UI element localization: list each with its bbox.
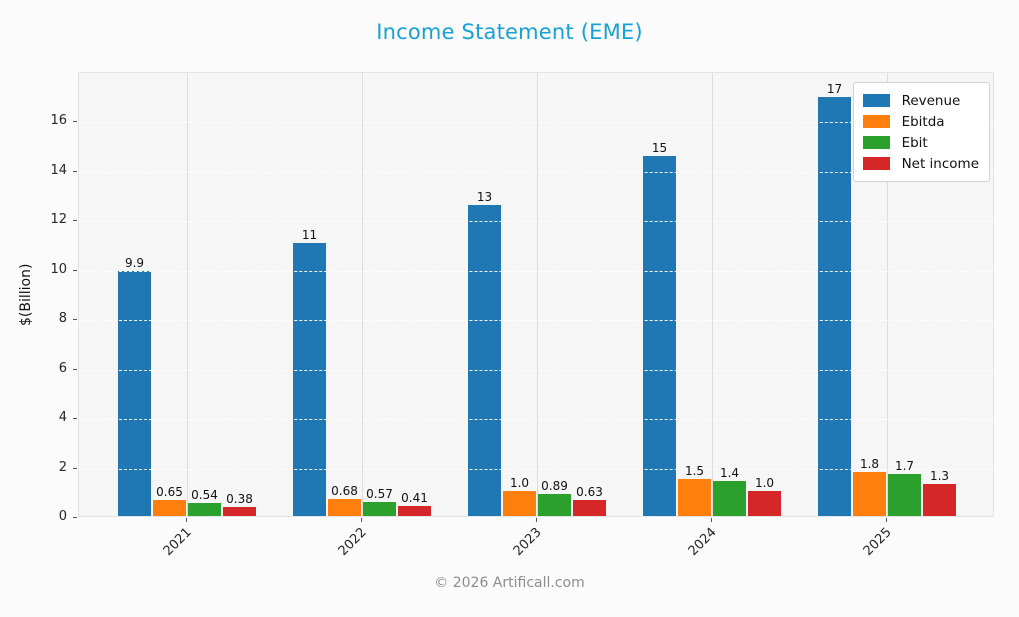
value-label-ebitda-2023: 1.0 <box>509 476 530 491</box>
legend-item-ebit: Ebit <box>862 132 979 153</box>
value-label-ebit-2021: 0.54 <box>191 487 218 502</box>
x-tick-label-text-2021: 2021 <box>160 525 195 560</box>
horizontal-gridline-14 <box>79 171 993 173</box>
value-label-revenue-2022: 11 <box>301 227 318 242</box>
value-label-ebitda-2021: 0.65 <box>156 484 183 499</box>
bar-revenue-2024 <box>643 156 676 516</box>
y-tick-mark-14 <box>73 170 77 172</box>
y-tick-mark-4 <box>73 418 77 420</box>
horizontal-gridline-4 <box>79 419 993 421</box>
horizontal-gridline-2 <box>79 468 993 470</box>
vertical-gridline-2023 <box>537 73 538 516</box>
x-tick-mark-2023 <box>536 518 537 522</box>
y-tick-label-6: 6 <box>58 360 67 376</box>
legend: Revenue Ebitda Ebit Net income <box>852 82 990 182</box>
bar-ebitda-2025 <box>853 471 886 516</box>
vertical-gridline-2022 <box>362 73 363 516</box>
footer-text: © 2026 Artificall.com <box>434 575 585 591</box>
x-tick-label-text-2023: 2023 <box>510 525 545 560</box>
value-label-net-income-2023: 0.63 <box>576 485 603 500</box>
y-tick-mark-2 <box>73 467 77 469</box>
value-label-ebitda-2025: 1.8 <box>859 456 880 471</box>
vertical-gridline-2021 <box>187 73 188 516</box>
y-axis-label: $(Billion) <box>18 263 34 326</box>
legend-label-ebitda: Ebitda <box>901 113 945 130</box>
legend-swatch-ebit <box>862 136 890 149</box>
horizontal-gridline-6 <box>79 369 993 371</box>
y-tick-label-8: 8 <box>58 311 67 327</box>
legend-label-ebit: Ebit <box>901 134 928 151</box>
vertical-gridline-2024 <box>712 73 713 516</box>
value-label-ebit-2023: 0.89 <box>541 478 568 493</box>
x-tick-label-text-2024: 2024 <box>685 525 720 560</box>
bar-ebitda-2022 <box>328 499 361 516</box>
bar-revenue-2021 <box>118 271 151 516</box>
vertical-gridline-2025 <box>887 73 888 516</box>
horizontal-gridline-16 <box>79 122 993 124</box>
bar-net-income-2023 <box>573 500 606 516</box>
legend-swatch-net-income <box>862 157 890 170</box>
value-label-ebit-2022: 0.57 <box>366 486 393 501</box>
value-label-revenue-2024: 15 <box>651 141 668 156</box>
bar-ebitda-2024 <box>678 478 711 516</box>
value-label-ebit-2024: 1.4 <box>719 466 740 481</box>
plot-area: 9.9 11 13 15 17 0.65 0.68 1.0 1.5 1.8 0.54 0.57 0.89… <box>78 72 994 517</box>
value-label-ebitda-2024: 1.5 <box>684 463 705 478</box>
bar-revenue-2022 <box>293 242 326 516</box>
y-tick-label-10: 10 <box>50 261 67 277</box>
bar-net-income-2022 <box>398 505 431 516</box>
bar-ebit-2023 <box>538 494 571 516</box>
y-tick-mark-16 <box>73 121 77 123</box>
y-tick-label-14: 14 <box>50 162 67 178</box>
bar-ebit-2021 <box>188 502 221 516</box>
bar-ebit-2024 <box>713 481 746 516</box>
bar-ebitda-2021 <box>153 499 186 516</box>
bar-ebit-2022 <box>363 501 396 516</box>
chart-title: Income Statement (EME) <box>376 20 643 44</box>
value-label-net-income-2021: 0.38 <box>226 491 253 506</box>
y-tick-label-2: 2 <box>58 459 67 475</box>
horizontal-gridline-12 <box>79 221 993 223</box>
horizontal-gridline-10 <box>79 270 993 272</box>
x-tick-mark-2024 <box>711 518 712 522</box>
x-tick-mark-2021 <box>186 518 187 522</box>
bar-ebit-2025 <box>888 473 921 516</box>
bar-revenue-2023 <box>468 204 501 516</box>
value-label-revenue-2023: 13 <box>476 189 493 204</box>
y-tick-mark-6 <box>73 368 77 370</box>
legend-label-revenue: Revenue <box>901 92 961 109</box>
value-label-net-income-2024: 1.0 <box>754 476 775 491</box>
bar-net-income-2021 <box>223 506 256 516</box>
value-label-ebit-2025: 1.7 <box>894 458 915 473</box>
x-tick-label-text-2022: 2022 <box>335 525 370 560</box>
y-tick-mark-0 <box>73 517 77 518</box>
legend-swatch-revenue <box>862 94 890 107</box>
value-label-net-income-2022: 0.41 <box>401 490 428 505</box>
legend-item-ebitda: Ebitda <box>862 111 979 132</box>
value-label-revenue-2025: 17 <box>826 81 843 96</box>
y-tick-mark-10 <box>73 269 77 271</box>
legend-swatch-ebitda <box>862 115 890 128</box>
x-tick-mark-2022 <box>361 518 362 522</box>
y-tick-label-16: 16 <box>50 113 67 129</box>
bar-ebitda-2023 <box>503 491 536 516</box>
y-tick-mark-8 <box>73 319 77 321</box>
value-label-ebitda-2022: 0.68 <box>331 484 358 499</box>
value-label-revenue-2021: 9.9 <box>124 256 145 271</box>
legend-item-revenue: Revenue <box>862 90 979 111</box>
x-tick-mark-2025 <box>886 518 887 522</box>
bar-net-income-2025 <box>923 483 956 516</box>
bar-revenue-2025 <box>818 96 851 516</box>
y-tick-mark-12 <box>73 220 77 222</box>
y-tick-label-0: 0 <box>58 509 67 524</box>
value-label-net-income-2025: 1.3 <box>929 468 950 483</box>
legend-label-net-income: Net income <box>901 155 979 172</box>
y-tick-label-12: 12 <box>50 212 67 228</box>
horizontal-gridline-8 <box>79 320 993 322</box>
legend-item-net-income: Net income <box>862 153 979 174</box>
bar-net-income-2024 <box>748 491 781 516</box>
x-tick-label-text-2025: 2025 <box>860 525 895 560</box>
y-tick-label-4: 4 <box>58 410 67 426</box>
